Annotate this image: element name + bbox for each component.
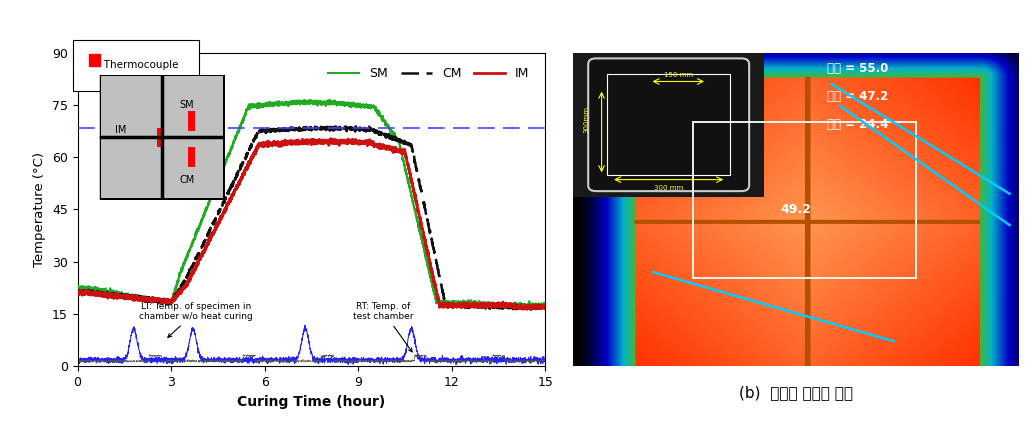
Text: LT: Temp. of specimen in
chamber w/o heat curing: LT: Temp. of specimen in chamber w/o hea…: [140, 302, 253, 337]
X-axis label: Curing Time (hour): Curing Time (hour): [238, 394, 386, 408]
Text: 최대 = 55.0: 최대 = 55.0: [827, 62, 888, 75]
Y-axis label: Temperature (°C): Temperature (°C): [33, 152, 47, 267]
Text: Thermocouple: Thermocouple: [94, 61, 179, 70]
Text: 49.2: 49.2: [781, 203, 811, 216]
Text: (b)  열화상 카메라 영상: (b) 열화상 카메라 영상: [738, 385, 853, 400]
Text: 평균 = 47.2: 평균 = 47.2: [827, 90, 888, 103]
Bar: [693, 122, 916, 278]
Text: 최저 = 24.4: 최저 = 24.4: [827, 118, 888, 131]
Bar: [89, 54, 99, 66]
Text: RT: Temp. of
test chamber: RT: Temp. of test chamber: [353, 302, 414, 352]
Legend: SM, CM, IM: SM, CM, IM: [324, 62, 535, 85]
